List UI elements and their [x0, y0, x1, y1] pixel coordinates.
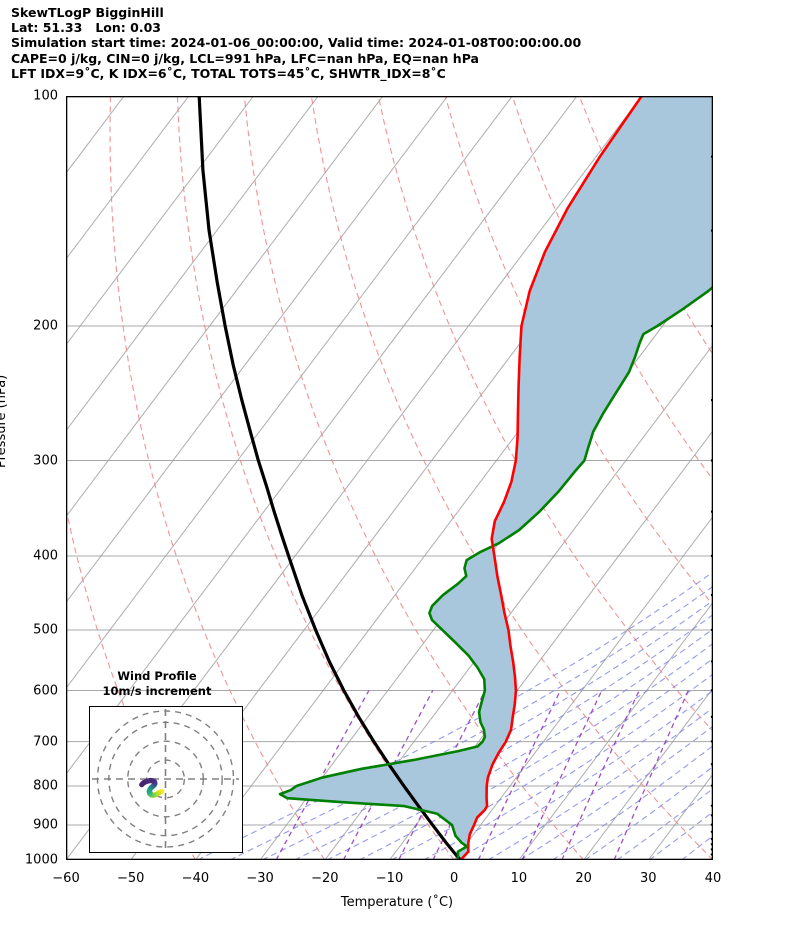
- dry-adiabat: [243, 96, 585, 860]
- y-tick-label: 600: [33, 683, 58, 698]
- y-tick-label: 800: [33, 778, 58, 794]
- parcel-trace: [197, 96, 462, 860]
- dry-adiabat: [377, 96, 713, 733]
- temperature-trace: [459, 96, 643, 860]
- x-tick-label: −50: [116, 871, 145, 886]
- y-tick-label: 1000: [24, 852, 58, 868]
- y-tick-label: 100: [33, 88, 58, 104]
- moist-adiabat: [552, 745, 713, 860]
- dry-adiabat: [109, 96, 326, 860]
- moist-adiabat: [326, 628, 713, 860]
- y-tick-label: 700: [33, 734, 58, 750]
- moist-adiabat: [616, 787, 713, 860]
- dry-adiabat: [511, 96, 713, 481]
- y-tick-label: 200: [33, 318, 58, 334]
- profile-layer: [197, 96, 713, 860]
- x-tick-label: −60: [52, 871, 80, 886]
- dry-adiabat: [310, 96, 713, 860]
- y-axis-title: Pressure (hPa): [0, 374, 9, 468]
- hodograph-inset: [89, 706, 243, 853]
- y-tick-label: 900: [33, 817, 58, 833]
- x-tick-label: 10: [510, 871, 528, 886]
- x-tick-label: −20: [311, 871, 339, 886]
- moisture-shaded-area: [279, 96, 713, 860]
- y-tick-label: 300: [33, 453, 58, 469]
- isotherm: [66, 96, 254, 346]
- isotherm: [66, 96, 384, 518]
- hodograph-canvas: [92, 709, 239, 849]
- isotherm: [66, 96, 319, 432]
- moist-adiabat: [391, 657, 713, 860]
- header-times: Simulation start time: 2024-01-06_00:00:…: [11, 35, 582, 51]
- x-tick-label: 30: [640, 871, 657, 886]
- hodograph-title-line1: Wind Profile: [117, 669, 197, 683]
- isotherm: [518, 601, 713, 860]
- hodograph-title: Wind Profile 10m/s increment: [67, 669, 247, 698]
- moist-adiabat: [197, 571, 713, 860]
- figure-header: SkewTLogP BigginHill Lat: 51.33 Lon: 0.0…: [11, 5, 711, 81]
- header-location: Lat: 51.33 Lon: 0.03: [11, 20, 161, 36]
- x-tick-label: −10: [375, 871, 404, 886]
- isotherm: [66, 96, 190, 260]
- mixing-ratio-line: [561, 690, 640, 860]
- header-cape-line: CAPE=0 j/kg, CIN=0 j/kg, LCL=991 hPa, LF…: [11, 50, 479, 66]
- isotherm: [453, 515, 713, 860]
- x-axis-title: Temperature (˚C): [340, 895, 454, 910]
- moist-adiabat: [229, 585, 713, 860]
- isotherm: [66, 96, 449, 604]
- moist-adiabat: [455, 689, 713, 860]
- hodograph-segment: [139, 780, 147, 788]
- isotherm: [66, 96, 513, 690]
- y-tick-label: 500: [33, 622, 58, 638]
- moist-adiabat: [261, 599, 713, 860]
- mixing-ratio-line: [521, 690, 603, 860]
- x-tick-label: 40: [704, 871, 722, 886]
- moist-adiabat: [294, 614, 713, 860]
- x-tick-label: 20: [575, 871, 592, 886]
- x-tick-label: 0: [450, 871, 459, 886]
- y-tick-label: 400: [33, 548, 58, 564]
- moist-adiabat: [584, 765, 713, 860]
- dewpoint-trace: [278, 285, 713, 860]
- shading-layer: [279, 96, 713, 860]
- mixing-ratio-line: [477, 690, 561, 860]
- moist-adiabat: [487, 707, 713, 860]
- plot-border: [66, 96, 713, 860]
- isotherm: [324, 344, 713, 860]
- mixing-ratio-line: [613, 690, 689, 860]
- header-title: SkewTLogP BigginHill: [11, 5, 164, 20]
- header-indices-line: LFT IDX=9˚C, K IDX=6˚C, TOTAL TOTS=45˚C,…: [11, 65, 446, 81]
- x-tick-label: −40: [181, 871, 210, 886]
- x-tick-label: −30: [246, 871, 274, 886]
- hodograph-title-line2: 10m/s increment: [102, 683, 212, 698]
